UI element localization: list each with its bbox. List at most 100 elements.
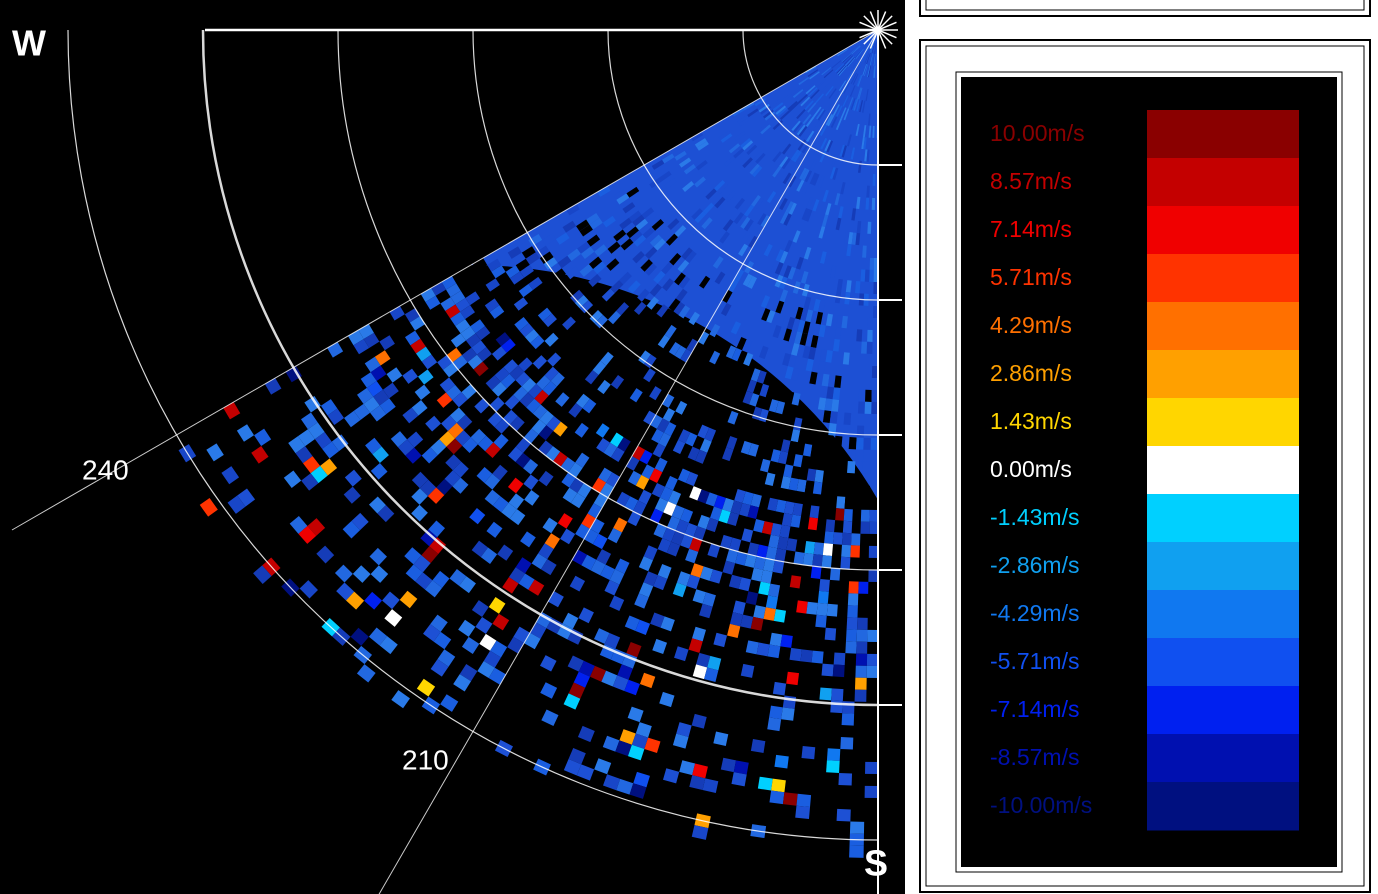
radar-cell [858, 582, 868, 594]
radar-cell [872, 186, 875, 198]
radar-cell [841, 545, 851, 558]
radar-cell [859, 390, 866, 402]
screen: W S 240 210 10.00m/s8.57m/s7.14m/s5.71m/… [0, 0, 1378, 894]
radar-cell [849, 437, 857, 449]
radar-cell [857, 425, 865, 437]
legend-label: 8.57m/s [990, 168, 1072, 194]
legend-swatch [1147, 686, 1299, 735]
compass-south: S [864, 843, 888, 884]
radar-cell [858, 401, 865, 413]
radar-cell [843, 413, 851, 425]
legend-label: 7.14m/s [990, 216, 1072, 242]
legend-swatch [1147, 638, 1299, 687]
radar-cell [803, 553, 814, 566]
radar-cell [867, 342, 873, 354]
radar-cell [855, 690, 867, 702]
radar-cell [872, 198, 875, 210]
radar-cell [836, 496, 845, 509]
legend-label: -1.43m/s [990, 504, 1079, 530]
radar-cell [822, 555, 832, 568]
legend-swatch [1147, 158, 1299, 207]
radar-cell [813, 482, 823, 495]
radar-cell [773, 682, 786, 696]
radar-cell [835, 508, 844, 521]
radar-cell [847, 617, 858, 629]
radar-cell [834, 652, 846, 665]
radar-cell [817, 603, 828, 616]
radar-cell [806, 602, 817, 615]
radar-cell [805, 541, 816, 554]
radar-cell [846, 629, 857, 641]
legend-label: -10.00m/s [990, 792, 1092, 818]
radar-cell [815, 615, 826, 628]
legend-swatch [1147, 350, 1299, 399]
radar-cell [814, 542, 824, 555]
radar-cell [818, 591, 829, 604]
radar-cell [870, 258, 874, 270]
radar-cell [840, 737, 853, 750]
radar-cell [790, 575, 801, 588]
radar-cell [794, 551, 805, 564]
radar-cell [767, 717, 781, 731]
radar-cell [857, 630, 868, 642]
radar-cell [840, 557, 850, 570]
radar-cell [823, 543, 833, 556]
legend-label: -7.14m/s [990, 696, 1079, 722]
compass-west: W [12, 23, 46, 64]
radar-cell [856, 329, 862, 341]
radar-cell [843, 521, 852, 534]
radar-cell [796, 600, 808, 613]
azimuth-label: 210 [402, 744, 449, 775]
radar-cell [757, 643, 770, 657]
radar-cell [860, 269, 865, 281]
radar-cell [815, 470, 824, 483]
radar-cell [856, 642, 867, 654]
radar-cell [850, 545, 860, 557]
radar-cell [845, 641, 856, 653]
radar-cell [822, 664, 834, 677]
radar-cell [795, 806, 810, 819]
legend-swatch [1147, 446, 1299, 495]
radar-cell [867, 654, 878, 666]
radar-cell [769, 706, 783, 720]
radar-cell [865, 786, 878, 798]
radar-cell [796, 794, 811, 807]
radar-cell [863, 462, 871, 474]
radar-cell [867, 666, 878, 678]
legend-label: 4.29m/s [990, 312, 1072, 338]
radar-cell [868, 318, 873, 330]
radar-cell [869, 546, 878, 558]
radar-cell [811, 566, 822, 579]
radar-cell [819, 579, 830, 592]
radar-cell [827, 604, 838, 617]
radar-cell [837, 809, 851, 822]
radar-cell [842, 533, 852, 546]
legend-swatch [1147, 302, 1299, 351]
radar-cell [869, 522, 878, 534]
legend-label: -5.71m/s [990, 648, 1079, 674]
radar-cell [871, 438, 878, 450]
radar-cell [783, 792, 798, 805]
radar-cell [800, 649, 812, 662]
legend-swatch [1147, 206, 1299, 255]
radar-cell [833, 664, 845, 677]
legend-swatch [1147, 110, 1299, 159]
radar-cell [825, 628, 836, 641]
radar-cell [838, 773, 852, 786]
legend-swatch [1147, 542, 1299, 591]
radar-cell [734, 760, 749, 774]
radar-cell [863, 438, 871, 450]
radar-cell [825, 519, 835, 532]
radar-cell [845, 497, 854, 509]
radar-cell [824, 531, 834, 544]
legend-label: 1.43m/s [990, 408, 1072, 434]
radar-cell [833, 532, 843, 545]
radar-cell [871, 402, 878, 414]
radar-cell [868, 570, 878, 582]
radar-cell [861, 498, 870, 510]
page: W S 240 210 10.00m/s8.57m/s7.14m/s5.71m/… [0, 0, 1378, 894]
radar-cell [873, 174, 876, 186]
legend-label: 5.71m/s [990, 264, 1072, 290]
radar-cell [862, 486, 870, 498]
radar-cell [850, 822, 864, 834]
